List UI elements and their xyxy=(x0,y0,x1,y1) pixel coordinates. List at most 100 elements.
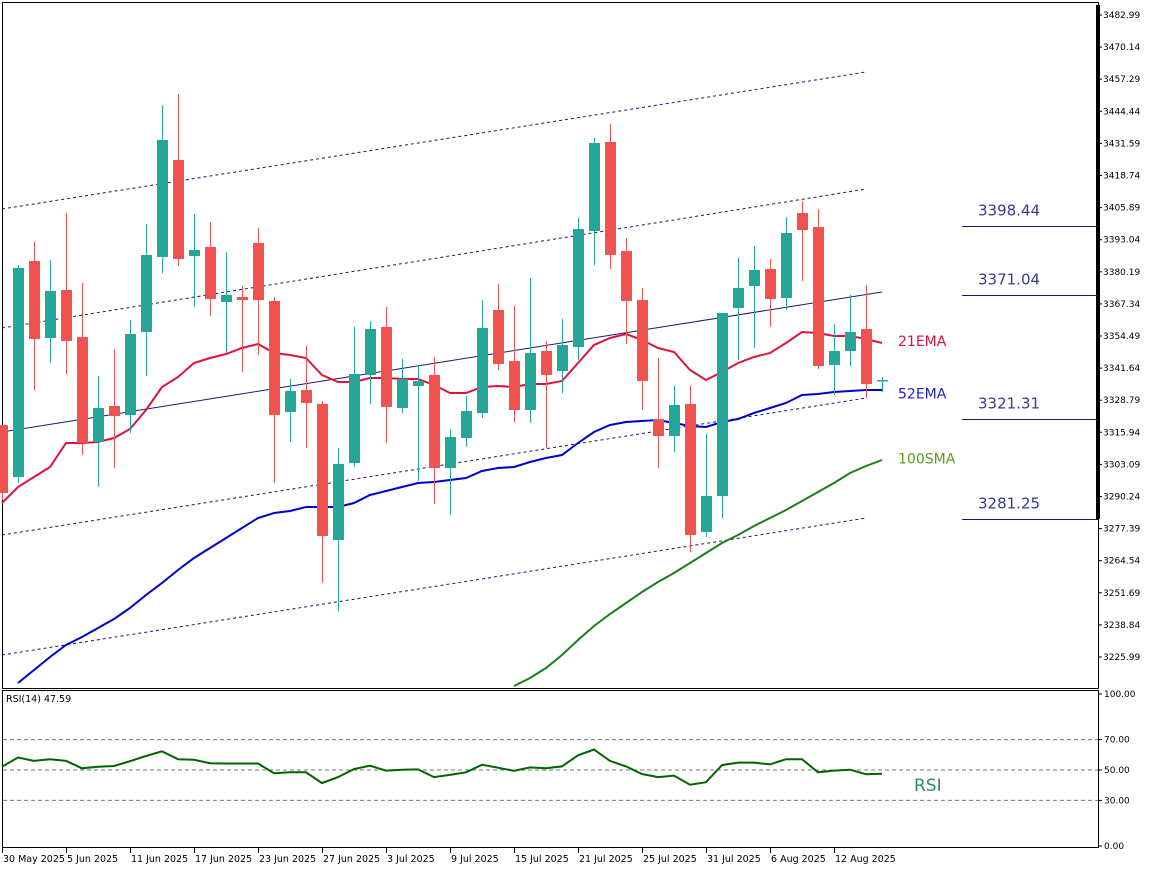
candle-body xyxy=(429,374,440,468)
time-tick-label: 3 Jul 2025 xyxy=(387,854,435,865)
time-tick-label: 30 May 2025 xyxy=(3,854,65,865)
level-label-3: 3281.25 xyxy=(978,495,1040,513)
time-tick-label: 6 Aug 2025 xyxy=(771,854,826,865)
price-tick-label: 3470.14 xyxy=(1103,43,1140,53)
time-tick-label: 15 Jul 2025 xyxy=(515,854,569,865)
time-axis[interactable]: 30 May 2025 5 Jun 2025 11 Jun 2025 17 Jun 2… xyxy=(2,848,896,865)
indicator-label-52ema: 52EMA xyxy=(898,386,947,402)
candle-body xyxy=(493,309,504,365)
rsi-tick-label: 70.00 xyxy=(1104,736,1130,746)
price-tick-label: 3303.09 xyxy=(1103,460,1140,470)
candle-body xyxy=(829,351,840,366)
candle-body xyxy=(13,267,24,477)
time-tick-label: 17 Jun 2025 xyxy=(195,854,252,865)
candle-body xyxy=(349,373,360,464)
trendline-4 xyxy=(1,517,867,656)
time-tick-label: 25 Jul 2025 xyxy=(643,854,697,865)
candle-body xyxy=(365,329,376,375)
price-tick-label: 3393.04 xyxy=(1103,236,1140,246)
price-levels: 3398.44 3371.04 3321.31 3281.25 xyxy=(962,202,1098,520)
candle-body xyxy=(589,142,600,232)
price-tick-label: 3354.49 xyxy=(1103,332,1140,342)
candle-body xyxy=(301,390,312,403)
trendline-0 xyxy=(1,71,867,210)
candle-body xyxy=(45,291,56,338)
candle-body xyxy=(61,290,72,341)
price-tick-label: 3380.19 xyxy=(1103,268,1140,278)
candle-body xyxy=(205,246,216,300)
indicator-label-100sma: 100SMA xyxy=(898,451,956,467)
time-tick-label: 12 Aug 2025 xyxy=(835,854,896,865)
candle-body xyxy=(237,297,248,300)
candle-body xyxy=(397,378,408,408)
price-tick-label: 3315.94 xyxy=(1103,428,1140,438)
indicator-labels: 21EMA 52EMA 100SMA xyxy=(898,334,956,467)
price-tick-label: 3418.74 xyxy=(1103,172,1140,182)
rsi-label: RSI xyxy=(914,776,942,796)
time-tick-label: 11 Jun 2025 xyxy=(131,854,188,865)
candle-body xyxy=(381,327,392,407)
rsi-line xyxy=(1,748,883,786)
candle-body xyxy=(285,391,296,413)
candle-body xyxy=(653,419,664,436)
candle-body xyxy=(269,300,280,416)
candle-body xyxy=(749,269,760,287)
candle-body xyxy=(157,139,168,258)
candle-body xyxy=(477,328,488,414)
candle-body xyxy=(109,405,120,417)
candle-body xyxy=(845,332,856,352)
price-tick-label: 3264.54 xyxy=(1103,557,1140,567)
rsi-panel: 100.00 70.00 50.00 30.00 0.00 xyxy=(1,690,1136,852)
candle-body xyxy=(685,403,696,535)
candle-body xyxy=(253,242,264,300)
price-tick-label: 3290.24 xyxy=(1103,493,1140,503)
price-tick-label: 3341.64 xyxy=(1103,364,1140,374)
price-tick-label: 3367.34 xyxy=(1103,300,1140,310)
candle-body xyxy=(317,403,328,536)
candle-body xyxy=(605,141,616,256)
candle-body xyxy=(669,404,680,436)
series-line-21ema xyxy=(1,330,883,504)
price-tick-label: 3457.29 xyxy=(1103,75,1140,85)
candle-body xyxy=(77,336,88,443)
candle-body xyxy=(173,160,184,260)
candle-body xyxy=(717,312,728,497)
price-tick-label: 3482.99 xyxy=(1103,11,1140,21)
candle-body xyxy=(221,295,232,302)
rsi-panel-frame xyxy=(2,690,1099,848)
candle-body xyxy=(765,268,776,300)
price-tick-label: 3225.99 xyxy=(1103,653,1140,663)
level-label-1: 3371.04 xyxy=(978,271,1040,289)
price-tick-label: 3405.89 xyxy=(1103,204,1140,214)
series-line-100sma xyxy=(513,459,883,687)
price-tick-label: 3444.44 xyxy=(1103,107,1140,117)
time-tick-label: 9 Jul 2025 xyxy=(451,854,499,865)
candle-body xyxy=(813,227,824,367)
rsi-tick-label: 50.00 xyxy=(1104,766,1130,776)
price-axis[interactable]: 3482.99 3470.14 3457.29 3444.44 3431.59 3418.… xyxy=(1098,11,1140,663)
candle-body xyxy=(509,361,520,410)
rsi-tick-label: 0.00 xyxy=(1104,842,1124,852)
price-tick-label: 3251.69 xyxy=(1103,589,1140,599)
indicator-label-21ema: 21EMA xyxy=(898,334,947,350)
level-label-2: 3321.31 xyxy=(978,395,1040,413)
price-tick-label: 3431.59 xyxy=(1103,139,1140,149)
rsi-tick-label: 100.00 xyxy=(1104,690,1136,700)
rsi-title: RSI(14) 47.59 xyxy=(6,694,71,705)
candle-body xyxy=(189,249,200,257)
price-axis-highlight xyxy=(1096,5,1100,519)
candle-body xyxy=(0,425,8,494)
candle-body xyxy=(797,212,808,231)
rsi-tick-label: 30.00 xyxy=(1104,796,1130,806)
time-tick-label: 5 Jun 2025 xyxy=(67,854,118,865)
candle-body xyxy=(733,288,744,308)
candle-body xyxy=(861,329,872,385)
candle-body xyxy=(461,411,472,438)
candles xyxy=(0,94,888,612)
candle-body xyxy=(573,229,584,347)
time-tick-label: 27 Jun 2025 xyxy=(323,854,380,865)
candle-body xyxy=(701,496,712,533)
candle-body xyxy=(93,407,104,442)
candle-body xyxy=(125,333,136,416)
